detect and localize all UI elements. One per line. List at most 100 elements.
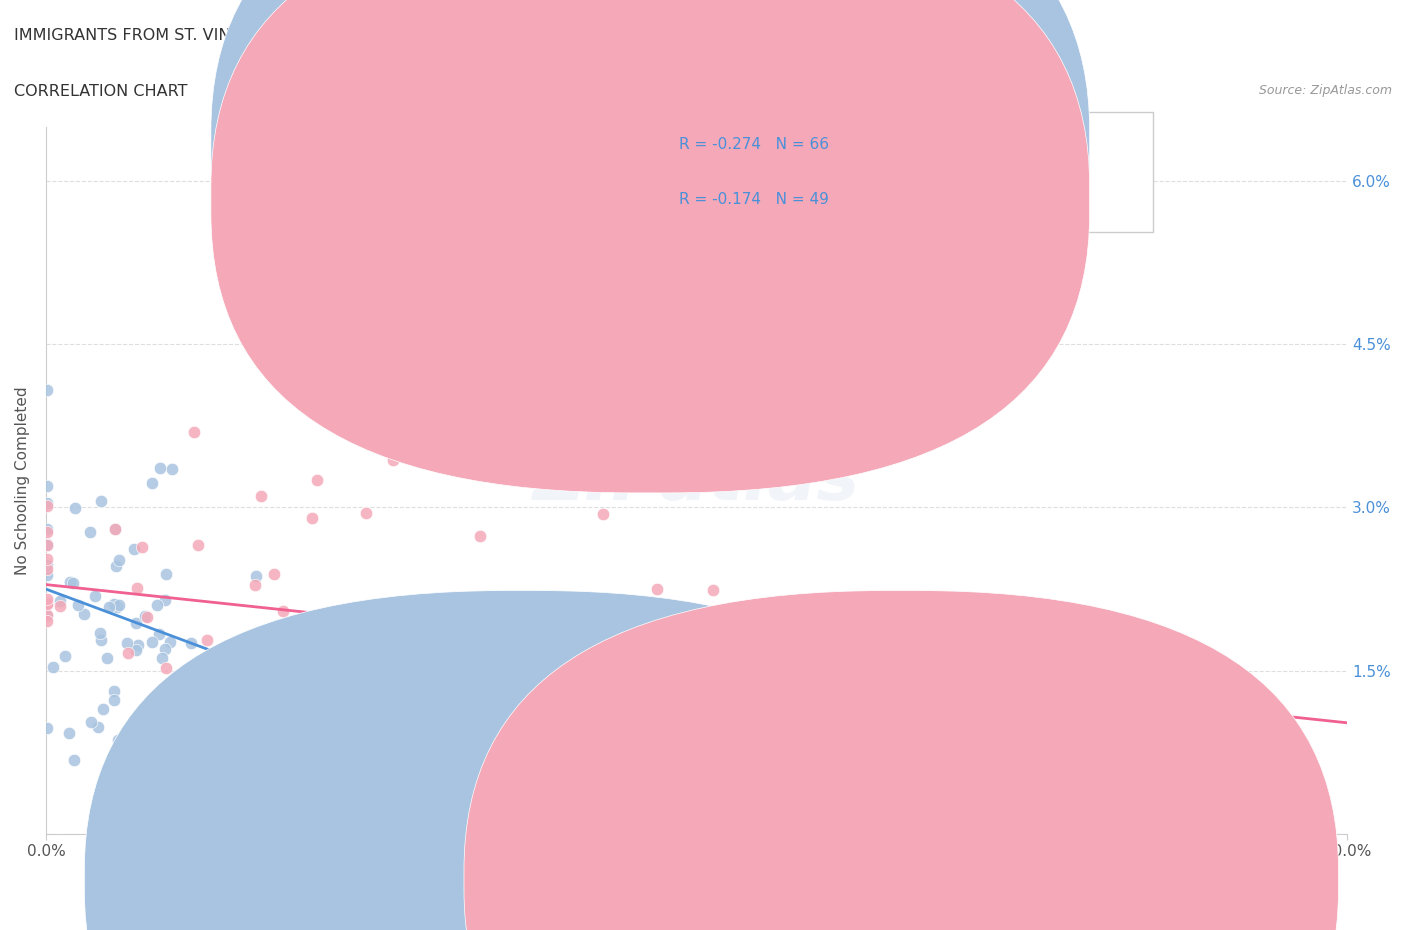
Point (259, 729, 281, 744)
Text: R = -0.174   N = 49: R = -0.174 N = 49 (679, 193, 830, 207)
Point (125, 642, 148, 657)
Text: ZIPatlas: ZIPatlas (533, 445, 860, 514)
Point (187, 538, 209, 552)
Point (360, 775, 382, 790)
Point (122, 541, 145, 556)
Point (444, 612, 467, 627)
Point (37, 479, 59, 494)
Point (87, 719, 110, 734)
Point (37, 607, 59, 622)
Point (159, 634, 181, 649)
Point (131, 539, 153, 554)
Point (37, 557, 59, 572)
Point (37, 596, 59, 611)
Point (37, 591, 59, 606)
Point (63, 752, 86, 767)
Point (104, 521, 127, 536)
Point (65, 500, 87, 515)
Point (363, 671, 385, 685)
Point (141, 634, 163, 649)
Point (702, 583, 724, 598)
Point (103, 596, 125, 611)
Point (592, 507, 614, 522)
Point (37, 608, 59, 623)
Text: IMMIGRANTS FROM ST. VINCENT AND THE GRENADINES VS IMMIGRANTS FROM INDONESIA NO S: IMMIGRANTS FROM ST. VINCENT AND THE GREN… (14, 28, 980, 43)
Point (242, 823, 264, 838)
Point (53, 648, 76, 663)
Point (155, 660, 177, 675)
Point (801, 678, 824, 693)
Point (305, 472, 328, 487)
Point (84, 589, 107, 604)
Point (148, 627, 170, 642)
Point (214, 654, 236, 669)
Point (97, 599, 120, 614)
Point (37, 525, 59, 539)
Point (160, 461, 183, 476)
Point (301, 623, 323, 638)
Point (125, 616, 148, 631)
Point (90, 632, 112, 647)
Point (645, 582, 668, 597)
Point (574, 694, 596, 709)
Point (468, 529, 491, 544)
Point (37, 538, 59, 552)
Point (37, 551, 59, 566)
Y-axis label: No Schooling Completed: No Schooling Completed (15, 386, 30, 575)
Point (37, 499, 59, 514)
Point (474, 609, 496, 624)
Point (308, 734, 330, 749)
Point (37, 522, 59, 537)
Point (316, 644, 339, 659)
Point (108, 552, 131, 567)
Point (125, 580, 148, 595)
Point (354, 506, 377, 521)
Point (58, 725, 80, 740)
Point (107, 733, 129, 748)
Point (249, 489, 271, 504)
Point (59, 574, 82, 589)
Point (340, 690, 363, 705)
Point (150, 650, 173, 665)
Point (145, 597, 167, 612)
Point (134, 608, 156, 623)
Point (37, 496, 59, 511)
Point (96, 650, 118, 665)
Point (302, 610, 325, 625)
Point (263, 567, 285, 582)
Point (245, 569, 267, 584)
Point (67, 598, 90, 613)
Point (270, 648, 292, 663)
Point (80, 714, 103, 729)
Point (187, 751, 209, 765)
Point (703, 758, 725, 773)
Point (37, 721, 59, 736)
Point (353, 746, 375, 761)
Point (153, 642, 176, 657)
Point (188, 708, 211, 723)
Point (73, 606, 96, 621)
Point (79, 525, 101, 539)
Point (90, 493, 112, 508)
Point (62, 575, 84, 590)
Point (108, 598, 131, 613)
Point (89, 626, 111, 641)
Text: Immigrants from Indonesia: Immigrants from Indonesia (928, 871, 1116, 886)
Point (155, 592, 177, 607)
Point (103, 684, 125, 698)
Point (115, 635, 138, 650)
Point (195, 633, 218, 648)
Point (183, 424, 205, 439)
Point (211, 684, 233, 699)
Point (145, 774, 167, 789)
Point (323, 710, 346, 724)
Point (37, 538, 59, 552)
Point (37, 567, 59, 582)
Point (105, 558, 128, 573)
Point (141, 476, 163, 491)
Point (49, 599, 72, 614)
Point (41, 659, 63, 674)
Point (271, 707, 294, 722)
Point (127, 638, 149, 653)
Point (430, 620, 453, 635)
